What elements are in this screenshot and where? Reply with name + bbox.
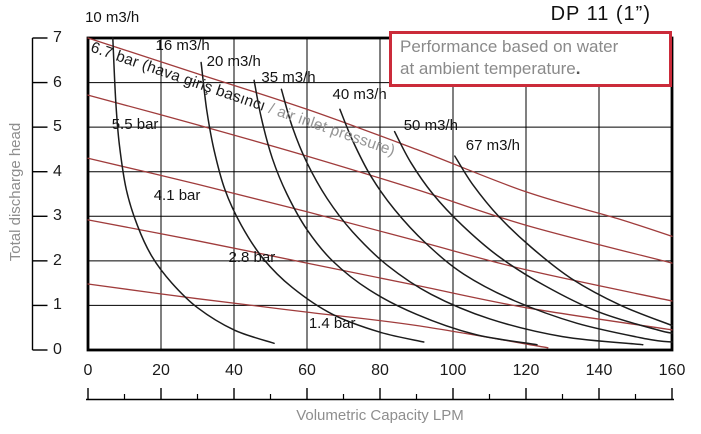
note-box: Performance based on water at ambient te… xyxy=(389,31,672,87)
flow-curve-16-m3/h xyxy=(200,61,425,343)
flow-curve-67-m3/h xyxy=(454,155,673,327)
flow-curve-20-m3/h xyxy=(253,79,538,346)
flow-curve-50-m3/h xyxy=(393,130,673,334)
pressure-line-5.5-bar xyxy=(87,94,673,264)
page-title: DP 11 (1”) xyxy=(550,3,651,25)
pressure-line-4.1-bar xyxy=(87,157,673,302)
pressure-line-1.4-bar xyxy=(87,283,549,349)
note-line-2: at ambient temperature. xyxy=(400,58,581,78)
flow-curve-10-m3/h xyxy=(112,37,275,345)
flow-curve-40-m3/h xyxy=(339,108,673,343)
note-period: . xyxy=(575,58,581,78)
pressure-line-2.8-bar xyxy=(87,219,673,331)
flow-curve-35-m3/h xyxy=(280,88,644,346)
note-line-1: Performance based on water xyxy=(400,37,619,56)
pressure-line-6.7-bar xyxy=(87,37,673,237)
plot-border xyxy=(86,36,674,352)
y-axis-title: Total discharge head xyxy=(7,122,24,262)
x-axis-title: Volumetric Capacity LPM xyxy=(296,407,464,424)
